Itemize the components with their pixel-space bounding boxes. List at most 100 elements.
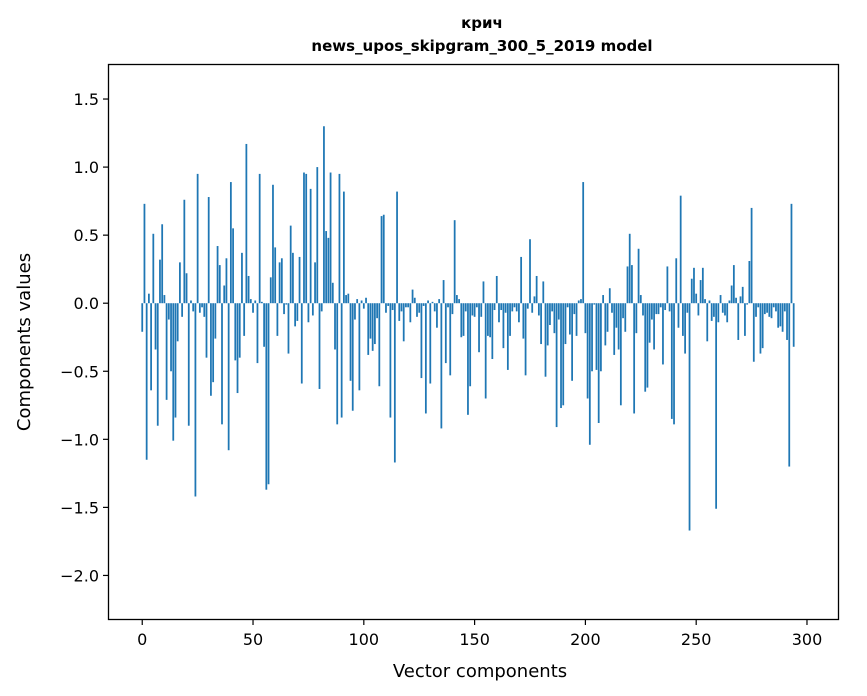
bar: [243, 303, 246, 336]
bar: [642, 303, 644, 316]
bar: [580, 299, 582, 304]
bar: [482, 281, 485, 304]
bar: [252, 303, 254, 313]
bar: [249, 299, 252, 304]
bar: [203, 303, 206, 317]
x-tick-label: 300: [792, 630, 823, 649]
y-axis-label: Components values: [14, 253, 35, 431]
bar: [781, 303, 784, 332]
bar: [473, 303, 476, 317]
bar: [615, 303, 618, 328]
bar: [190, 300, 192, 304]
bar: [141, 303, 144, 332]
bar: [143, 203, 146, 304]
bar: [531, 303, 534, 313]
bar: [145, 303, 148, 460]
bar: [735, 297, 737, 304]
bar: [269, 277, 272, 304]
bar: [759, 303, 762, 354]
bar: [256, 303, 259, 364]
y-tick-label: 0.0: [74, 294, 99, 313]
bar: [327, 237, 330, 304]
bar: [518, 303, 520, 323]
bar: [382, 214, 385, 304]
bar: [631, 265, 633, 304]
bar: [790, 203, 793, 304]
bar: [682, 303, 684, 336]
bar: [662, 303, 664, 365]
bar: [427, 300, 429, 304]
bar: [336, 303, 339, 425]
bar: [161, 224, 164, 304]
bar: [506, 303, 509, 370]
bar: [210, 303, 212, 396]
bar: [690, 278, 693, 304]
bar: [706, 303, 709, 342]
bar: [458, 299, 460, 304]
bar: [469, 303, 472, 387]
x-tick-label: 100: [349, 630, 380, 649]
bar: [577, 300, 580, 304]
bar: [721, 303, 724, 313]
bar: [207, 197, 210, 304]
bar: [369, 303, 372, 339]
bar: [261, 301, 263, 304]
bar: [234, 303, 237, 361]
bar: [715, 303, 718, 509]
bar: [755, 303, 757, 317]
bar: [298, 256, 301, 304]
bar: [163, 295, 166, 304]
bar: [245, 143, 248, 304]
bar: [413, 297, 416, 304]
bar: [551, 303, 554, 312]
bar: [351, 303, 354, 411]
bar: [635, 303, 638, 334]
x-axis-ticks: 0 50 100 150 200 250 300: [137, 619, 822, 649]
bar: [540, 303, 542, 345]
bar: [170, 303, 172, 372]
bar: [362, 303, 365, 309]
bar: [777, 303, 780, 328]
bar: [159, 259, 161, 304]
bar: [604, 303, 607, 346]
bar: [396, 191, 398, 304]
bar: [504, 303, 507, 313]
bar: [167, 303, 170, 320]
bar: [611, 303, 613, 313]
bar: [380, 216, 383, 304]
bar: [229, 182, 232, 304]
bar: [216, 246, 219, 304]
x-tick-label: 150: [459, 630, 490, 649]
bar: [600, 303, 602, 372]
bar: [283, 303, 285, 315]
bar: [748, 261, 751, 304]
y-tick-label: −1.0: [60, 430, 99, 449]
bar: [480, 303, 483, 317]
bar: [183, 199, 186, 304]
bar: [407, 303, 410, 308]
bar: [739, 296, 742, 304]
bar: [708, 300, 711, 304]
bar: [693, 267, 695, 304]
bar: [763, 303, 766, 315]
chart-title: крич: [461, 14, 503, 32]
bar: [595, 303, 598, 370]
bar: [542, 281, 545, 304]
bar: [227, 303, 230, 451]
bar: [329, 172, 332, 304]
bar: [309, 188, 312, 304]
bar: [318, 303, 321, 389]
bar: [591, 303, 593, 372]
bar: [356, 299, 359, 304]
bar: [779, 303, 782, 327]
bar: [644, 303, 647, 392]
bar: [491, 303, 494, 360]
bar: [238, 303, 241, 358]
bar: [606, 303, 609, 332]
bar: [241, 252, 243, 304]
y-tick-label: −2.0: [60, 566, 99, 585]
bar: [320, 303, 323, 312]
bar: [646, 303, 649, 388]
bar: [622, 303, 624, 319]
bar: [285, 303, 288, 305]
